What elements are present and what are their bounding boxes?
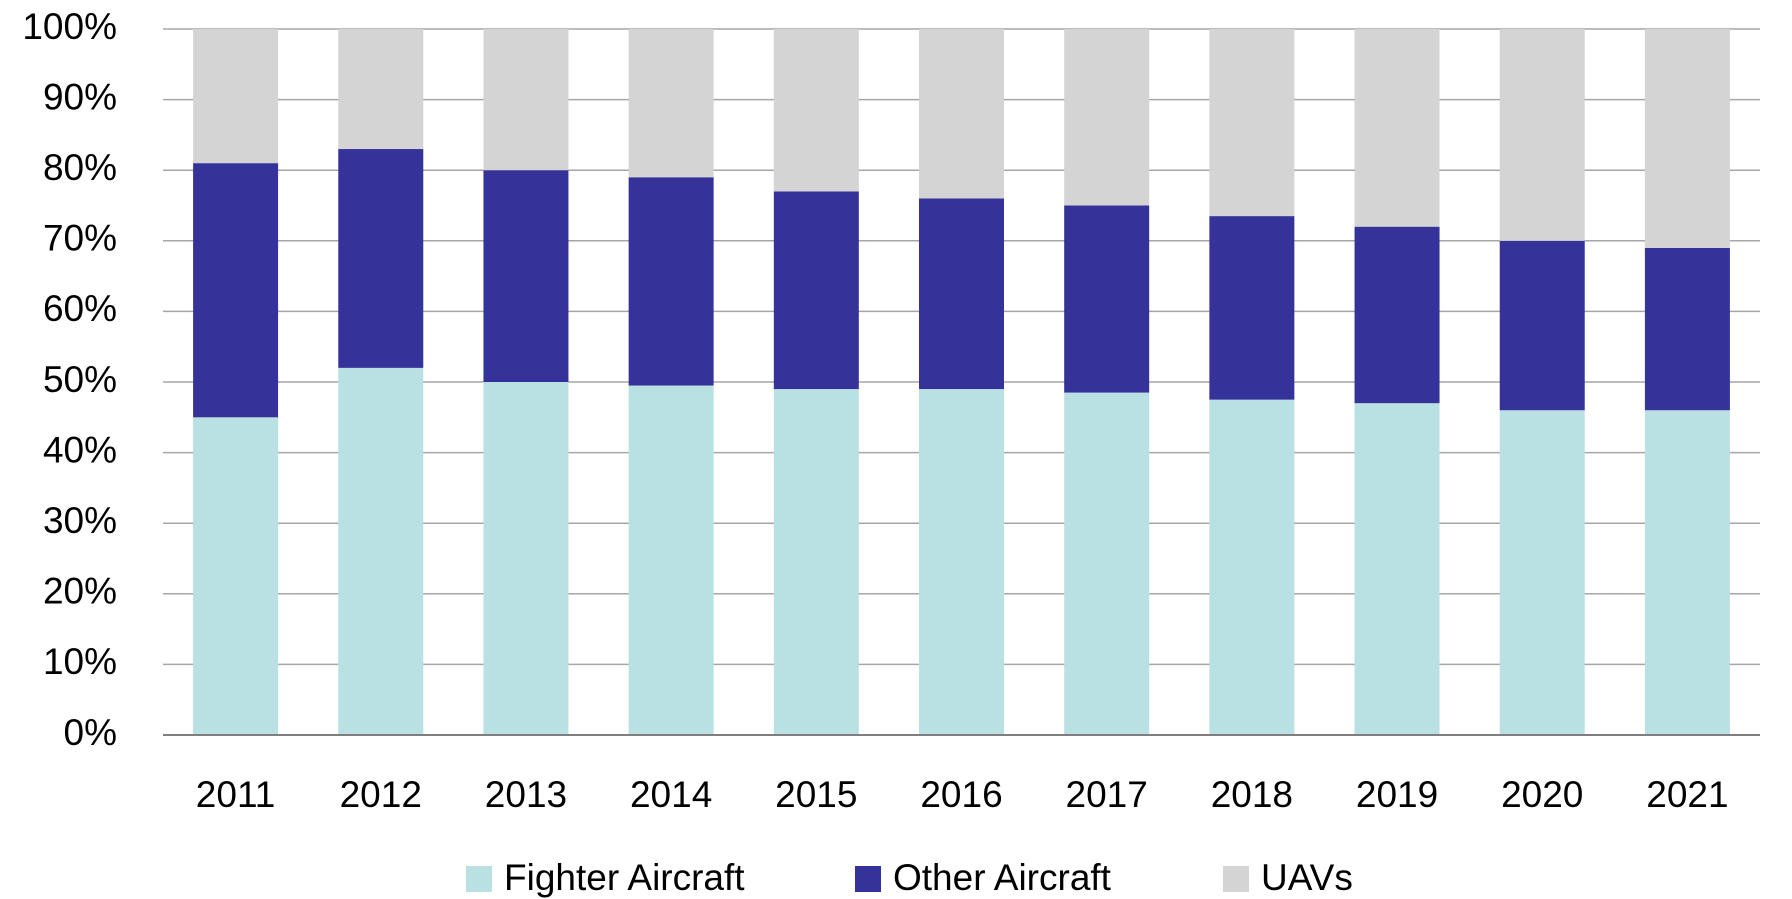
- bar-segment: [773, 389, 859, 735]
- y-tick-label: 100%: [22, 6, 117, 47]
- bar-segment: [1499, 29, 1585, 241]
- bar-segment: [483, 29, 569, 171]
- bar-segment: [1064, 392, 1150, 735]
- x-tick-label: 2013: [485, 774, 567, 815]
- y-tick-label: 30%: [43, 500, 117, 541]
- bar-segment: [1209, 399, 1295, 735]
- bar-segment: [1209, 216, 1295, 400]
- bar-segment: [1499, 410, 1585, 735]
- bar-segment: [919, 389, 1004, 735]
- bar-segment: [919, 29, 1004, 199]
- y-tick-label: 90%: [43, 76, 117, 117]
- x-tick-label: 2015: [775, 774, 857, 815]
- y-tick-label: 70%: [43, 218, 117, 259]
- bar-segment: [628, 29, 714, 178]
- bar-segment: [1064, 205, 1150, 393]
- bar-segment: [1354, 29, 1440, 227]
- y-tick-label: 0%: [64, 712, 117, 753]
- bar-segment: [338, 149, 424, 368]
- x-tick-label: 2020: [1501, 774, 1583, 815]
- x-tick-label: 2012: [340, 774, 422, 815]
- legend-swatch: [855, 866, 881, 892]
- bar-segment: [1209, 29, 1295, 217]
- bar-segment: [1644, 29, 1730, 248]
- bar-segment: [1064, 29, 1150, 206]
- bar-segment: [1499, 240, 1585, 411]
- bar-segment: [1644, 410, 1730, 735]
- y-tick-label: 50%: [43, 359, 117, 400]
- bar-segment: [919, 198, 1004, 390]
- bar-segment: [193, 417, 279, 735]
- legend-label: UAVs: [1261, 857, 1353, 898]
- legend-label: Fighter Aircraft: [504, 857, 745, 898]
- y-tick-label: 20%: [43, 571, 117, 612]
- legend-label: Other Aircraft: [893, 857, 1112, 898]
- x-tick-label: 2021: [1646, 774, 1728, 815]
- bar-segment: [1354, 403, 1440, 735]
- bar-segment: [338, 367, 424, 735]
- y-tick-label: 60%: [43, 288, 117, 329]
- bar-segment: [773, 29, 859, 192]
- bar-segment: [193, 29, 279, 164]
- x-tick-label: 2014: [630, 774, 712, 815]
- bar-segment: [1644, 247, 1730, 411]
- y-tick-label: 40%: [43, 429, 117, 470]
- x-tick-label: 2011: [196, 774, 276, 815]
- legend-swatch: [1223, 866, 1249, 892]
- x-tick-label: 2019: [1356, 774, 1438, 815]
- bar-segment: [338, 29, 424, 150]
- x-tick-label: 2016: [920, 774, 1002, 815]
- y-tick-label: 80%: [43, 147, 117, 188]
- y-tick-label: 10%: [43, 641, 117, 682]
- bar-segment: [483, 170, 569, 382]
- bar-segment: [1354, 226, 1440, 404]
- bar-segment: [193, 163, 279, 418]
- x-tick-label: 2018: [1211, 774, 1293, 815]
- bar-segment: [773, 191, 859, 390]
- bar-segment: [483, 382, 569, 735]
- bar-segment: [628, 177, 714, 386]
- legend-swatch: [466, 866, 492, 892]
- bar-segment: [628, 385, 714, 735]
- x-tick-label: 2017: [1066, 774, 1148, 815]
